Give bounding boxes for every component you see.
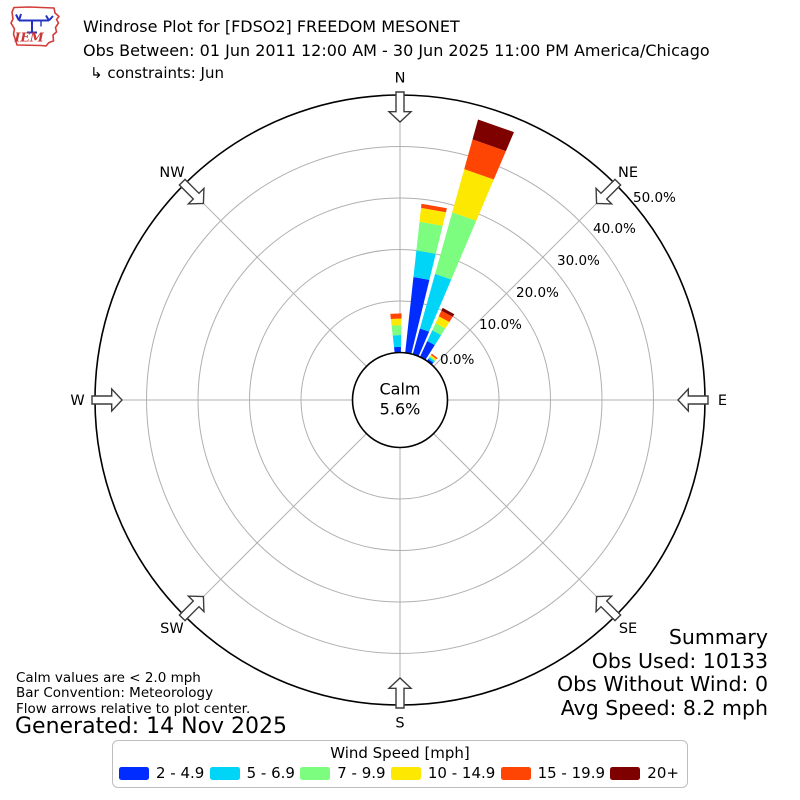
bar-convention-note: Bar Convention: Meteorology [16, 685, 214, 702]
ring-label: 40.0% [593, 221, 636, 237]
petal-segment [426, 358, 434, 365]
weathervane-icon [15, 13, 54, 34]
legend-swatch [500, 766, 531, 780]
petal-segment [419, 273, 452, 332]
petal-segment [472, 119, 514, 152]
calm-note: Calm values are < 2.0 mph [16, 670, 201, 686]
flow-arrow [178, 178, 205, 205]
legend-label: 15 - 19.9 [537, 764, 606, 782]
legend-item: 10 - 14.9 [390, 764, 496, 782]
legend-item: 20+ [610, 764, 679, 782]
generated-date: Generated: 14 Nov 2025 [15, 714, 288, 739]
petal-segment [413, 250, 436, 280]
legend-item: 15 - 19.9 [500, 764, 606, 782]
compass-spoke [183, 183, 367, 367]
petal-segment [419, 341, 435, 360]
petal-segment [430, 354, 437, 361]
petal-segment [427, 330, 442, 346]
constraints-line: ↳ constraints: Jun [90, 64, 224, 82]
compass-label-w: W [70, 393, 84, 409]
petal-segment [435, 316, 450, 329]
calm-label: Calm [379, 380, 420, 399]
compass-label-s: S [395, 716, 404, 732]
flow-arrow [595, 595, 622, 622]
flow-arrow [91, 387, 123, 413]
petal-segment [441, 307, 455, 317]
calm-circle [351, 351, 449, 449]
compass-spoke [433, 183, 617, 367]
obs-without-wind: Obs Without Wind: 0 [557, 672, 768, 696]
petal-segment [412, 328, 430, 357]
flow-arrow-note: Flow arrows relative to plot center. [16, 700, 251, 717]
plot-title: Windrose Plot for [FDSO2] FREEDOM MESONE… [83, 17, 460, 36]
petal-segment [435, 212, 477, 280]
ring-label: 20.0% [516, 285, 559, 301]
petal-segment [390, 318, 402, 326]
legend-title: Wind Speed [mph] [330, 744, 470, 762]
compass-spoke [433, 433, 617, 617]
compass-spoke [183, 433, 367, 617]
obs-range-subtitle: Obs Between: 01 Jun 2011 12:00 AM - 30 J… [83, 40, 710, 60]
legend-item: 2 - 4.9 [119, 764, 204, 782]
petal-segment [428, 357, 435, 363]
legend-swatch [209, 766, 240, 780]
legend-label: 2 - 4.9 [156, 764, 205, 782]
legend-label: 5 - 6.9 [246, 764, 295, 782]
petal-segment [438, 310, 453, 323]
wind-speed-legend: Wind Speed [mph] 2 - 4.9 5 - 6.9 7 - 9.9 10… [112, 740, 688, 788]
legend-swatch [300, 766, 331, 780]
avg-speed: Avg Speed: 8.2 mph [560, 695, 768, 720]
ring-label: 30.0% [557, 253, 600, 269]
iem-logo: IEM [10, 6, 60, 47]
legend-label: 20+ [647, 764, 679, 782]
petal-segment [429, 356, 436, 362]
petal-segment [416, 221, 443, 254]
summary-block: Summary Obs Used: 10133 Obs Without Wind… [557, 625, 768, 720]
calm-percent: 5.6% [380, 400, 421, 419]
petal-segment [464, 139, 506, 180]
petal-segment [391, 325, 402, 336]
obs-used: Obs Used: 10133 [591, 648, 768, 673]
compass-label-se: SE [619, 621, 637, 637]
compass-label-e: E [718, 393, 727, 409]
petal-segment [419, 207, 446, 226]
legend-label: 7 - 9.9 [337, 764, 386, 782]
petal-segment [430, 353, 438, 360]
petal-segment [432, 323, 446, 336]
compass-label-sw: SW [160, 621, 184, 637]
ring-label: 10.0% [479, 317, 522, 333]
ring-label: 0.0% [440, 352, 474, 368]
logo-text: IEM [14, 30, 45, 45]
legend-swatch [390, 766, 421, 780]
compass-label-n: N [395, 71, 406, 87]
legend-swatch [119, 766, 149, 780]
legend-item: 7 - 9.9 [300, 764, 386, 782]
plot-notes: Calm values are < 2.0 mph Bar Convention… [16, 670, 251, 717]
petal-segment [390, 313, 402, 320]
petal-segment [421, 203, 447, 213]
petal-segment [394, 346, 401, 353]
flow-arrow [595, 178, 622, 205]
flow-arrow [677, 387, 709, 413]
compass-label-ne: NE [618, 165, 638, 181]
legend-label: 10 - 14.9 [427, 764, 496, 782]
flow-arrow [178, 595, 205, 622]
petal-segment [405, 277, 430, 354]
flow-arrow [387, 677, 413, 709]
petal-segment [392, 335, 402, 348]
legend-swatch [610, 766, 641, 780]
flow-arrow [387, 91, 413, 123]
summary-title: Summary [668, 625, 768, 649]
legend-item: 5 - 6.9 [209, 764, 295, 782]
petal-segment [452, 169, 494, 221]
header: Windrose Plot for [FDSO2] FREEDOM MESONE… [83, 15, 710, 86]
legend-row: 2 - 4.9 5 - 6.9 7 - 9.9 10 - 14.9 15 - 19.9 2… [113, 762, 687, 782]
ring-label: 50.0% [633, 190, 676, 206]
compass-label-nw: NW [159, 165, 184, 181]
